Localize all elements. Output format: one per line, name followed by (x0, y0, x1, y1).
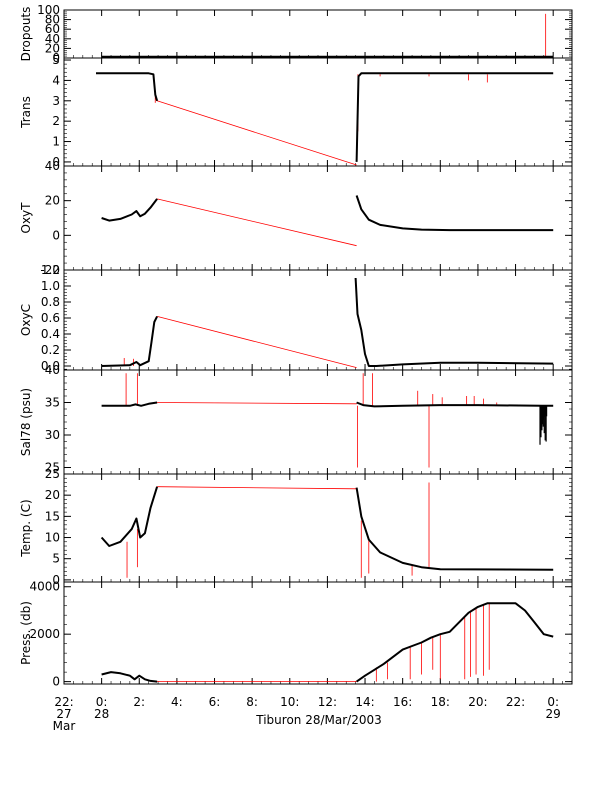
y-tick-label: 0 (52, 155, 60, 169)
y-tick-label: 25 (45, 467, 60, 481)
y-tick-label: 10 (45, 531, 60, 545)
panel-temp: 0 5 10 15 20 25 Temp. (C) (19, 467, 573, 587)
series-line-black (355, 487, 554, 571)
series-line-red (157, 486, 357, 490)
x-tick-label: 22: 27 Mar (53, 695, 76, 733)
y-tick-label: 2 (52, 114, 60, 128)
series-line-black (355, 195, 554, 232)
panel-frame (63, 269, 573, 371)
y-tick-label: 1 (52, 135, 60, 149)
panel-oxyt: -20 0 20 40 OxyT (19, 159, 573, 277)
x-tick-label: 22: (506, 695, 525, 709)
series-line-black (356, 602, 554, 683)
panel-sal78: 25 30 35 40 Sal78 (psu) (19, 363, 573, 475)
y-axis-title: OxyC (19, 304, 33, 336)
series-area (101, 277, 554, 368)
series-area (101, 13, 554, 58)
y-tick-label: 60 (45, 22, 60, 36)
y-axis-title: Sal78 (psu) (19, 388, 33, 456)
y-tick-label: 80 (45, 13, 60, 27)
series-line-black (96, 72, 159, 102)
y-axis-title: OxyT (19, 202, 33, 234)
x-tick-label: 12: (318, 695, 337, 709)
x-axis: 22: 27 Mar 0: 28 2: 4: 6: 8: 10: 12: 14: 16: 18: 20: 22… (53, 695, 561, 733)
y-tick-label: 15 (45, 509, 60, 523)
panel-oxyc: 0.0 0.2 0.4 0.6 0.8 1.0 1.2 OxyC (19, 263, 573, 373)
x-tick-label: 14: (355, 695, 374, 709)
y-tick-label: 4 (52, 73, 60, 87)
x-tick-label: 4: (171, 695, 183, 709)
series-line-black (356, 401, 554, 408)
y-tick-label: 5 (52, 53, 60, 67)
y-tick-label: 0 (52, 573, 60, 587)
series-line-black (100, 486, 159, 547)
y-tick-label: 1.0 (41, 279, 60, 293)
y-tick-label: 0.2 (41, 343, 60, 357)
y-tick-label: 40 (45, 159, 60, 173)
series-line-black (101, 198, 158, 222)
series-area (101, 602, 554, 683)
x-tick-label: 6: (209, 695, 221, 709)
y-axis-title: Dropouts (19, 7, 33, 62)
y-tick-label: 40 (45, 32, 60, 46)
y-tick-label: -20 (40, 263, 60, 277)
y-tick-label: 0.6 (41, 311, 60, 325)
series-area (101, 373, 554, 468)
y-tick-label: 40 (45, 363, 60, 377)
y-tick-label: 5 (52, 552, 60, 566)
y-axis-title: Temp. (C) (19, 499, 33, 557)
panel-press: 0 2000 4000 Press. (db) (19, 580, 573, 689)
y-tick-label: 20 (45, 194, 60, 208)
y-tick-label: 25 (45, 461, 60, 475)
chart-panels: 020406080100Dropouts012345Trans-2002040O… (19, 3, 573, 689)
y-tick-label: 20 (45, 41, 60, 55)
panel-trans: 0 1 2 3 4 5 Trans (19, 53, 573, 169)
x-tick-label: 10: (280, 695, 299, 709)
series-line-red (157, 198, 357, 247)
series-area (96, 72, 554, 166)
x-tick-label: 20: (468, 695, 487, 709)
series-line-black (101, 401, 158, 407)
panel-frame (63, 473, 573, 583)
y-tick-label: 100 (37, 3, 60, 17)
x-tick-label: 8: (246, 695, 258, 709)
x-tick-label: 0: 29 (546, 695, 561, 721)
panel-frame (63, 581, 573, 685)
chart-caption: Tiburon 28/Mar/2003 (255, 713, 381, 727)
y-tick-label: 30 (45, 428, 60, 442)
y-tick-label: 0.0 (41, 359, 60, 373)
x-tick-label: 18: (431, 695, 450, 709)
y-tick-label: 0 (52, 228, 60, 242)
y-tick-label: 0.4 (41, 327, 60, 341)
y-tick-label: 20 (45, 488, 60, 502)
series-area (101, 195, 554, 247)
panel-frame (63, 369, 573, 475)
y-axis-title: Trans (19, 96, 33, 129)
series-line-red (157, 402, 357, 405)
x-tick-label: 2: (133, 695, 145, 709)
y-tick-label: 1.2 (41, 263, 60, 277)
series-line-red (156, 100, 357, 166)
y-tick-label: 0.8 (41, 295, 60, 309)
y-tick-label: 4000 (29, 580, 60, 594)
series-area (100, 482, 554, 578)
series-line-black (355, 72, 554, 162)
panel-frame (63, 9, 573, 59)
x-tick-label: 0: 28 (94, 695, 109, 721)
series-line-black (354, 277, 554, 367)
y-tick-label: 2000 (29, 627, 60, 641)
panel-frame (63, 165, 573, 271)
y-tick-label: 35 (45, 396, 60, 410)
series-line-black (101, 671, 158, 683)
x-tick-label: 16: (393, 695, 412, 709)
y-axis-title: Press. (db) (19, 601, 33, 665)
y-tick-label: 0 (52, 51, 60, 65)
series-line-black (101, 315, 158, 367)
series-line-red (157, 316, 357, 368)
y-tick-label: 0 (52, 675, 60, 689)
y-tick-label: 3 (52, 94, 60, 108)
